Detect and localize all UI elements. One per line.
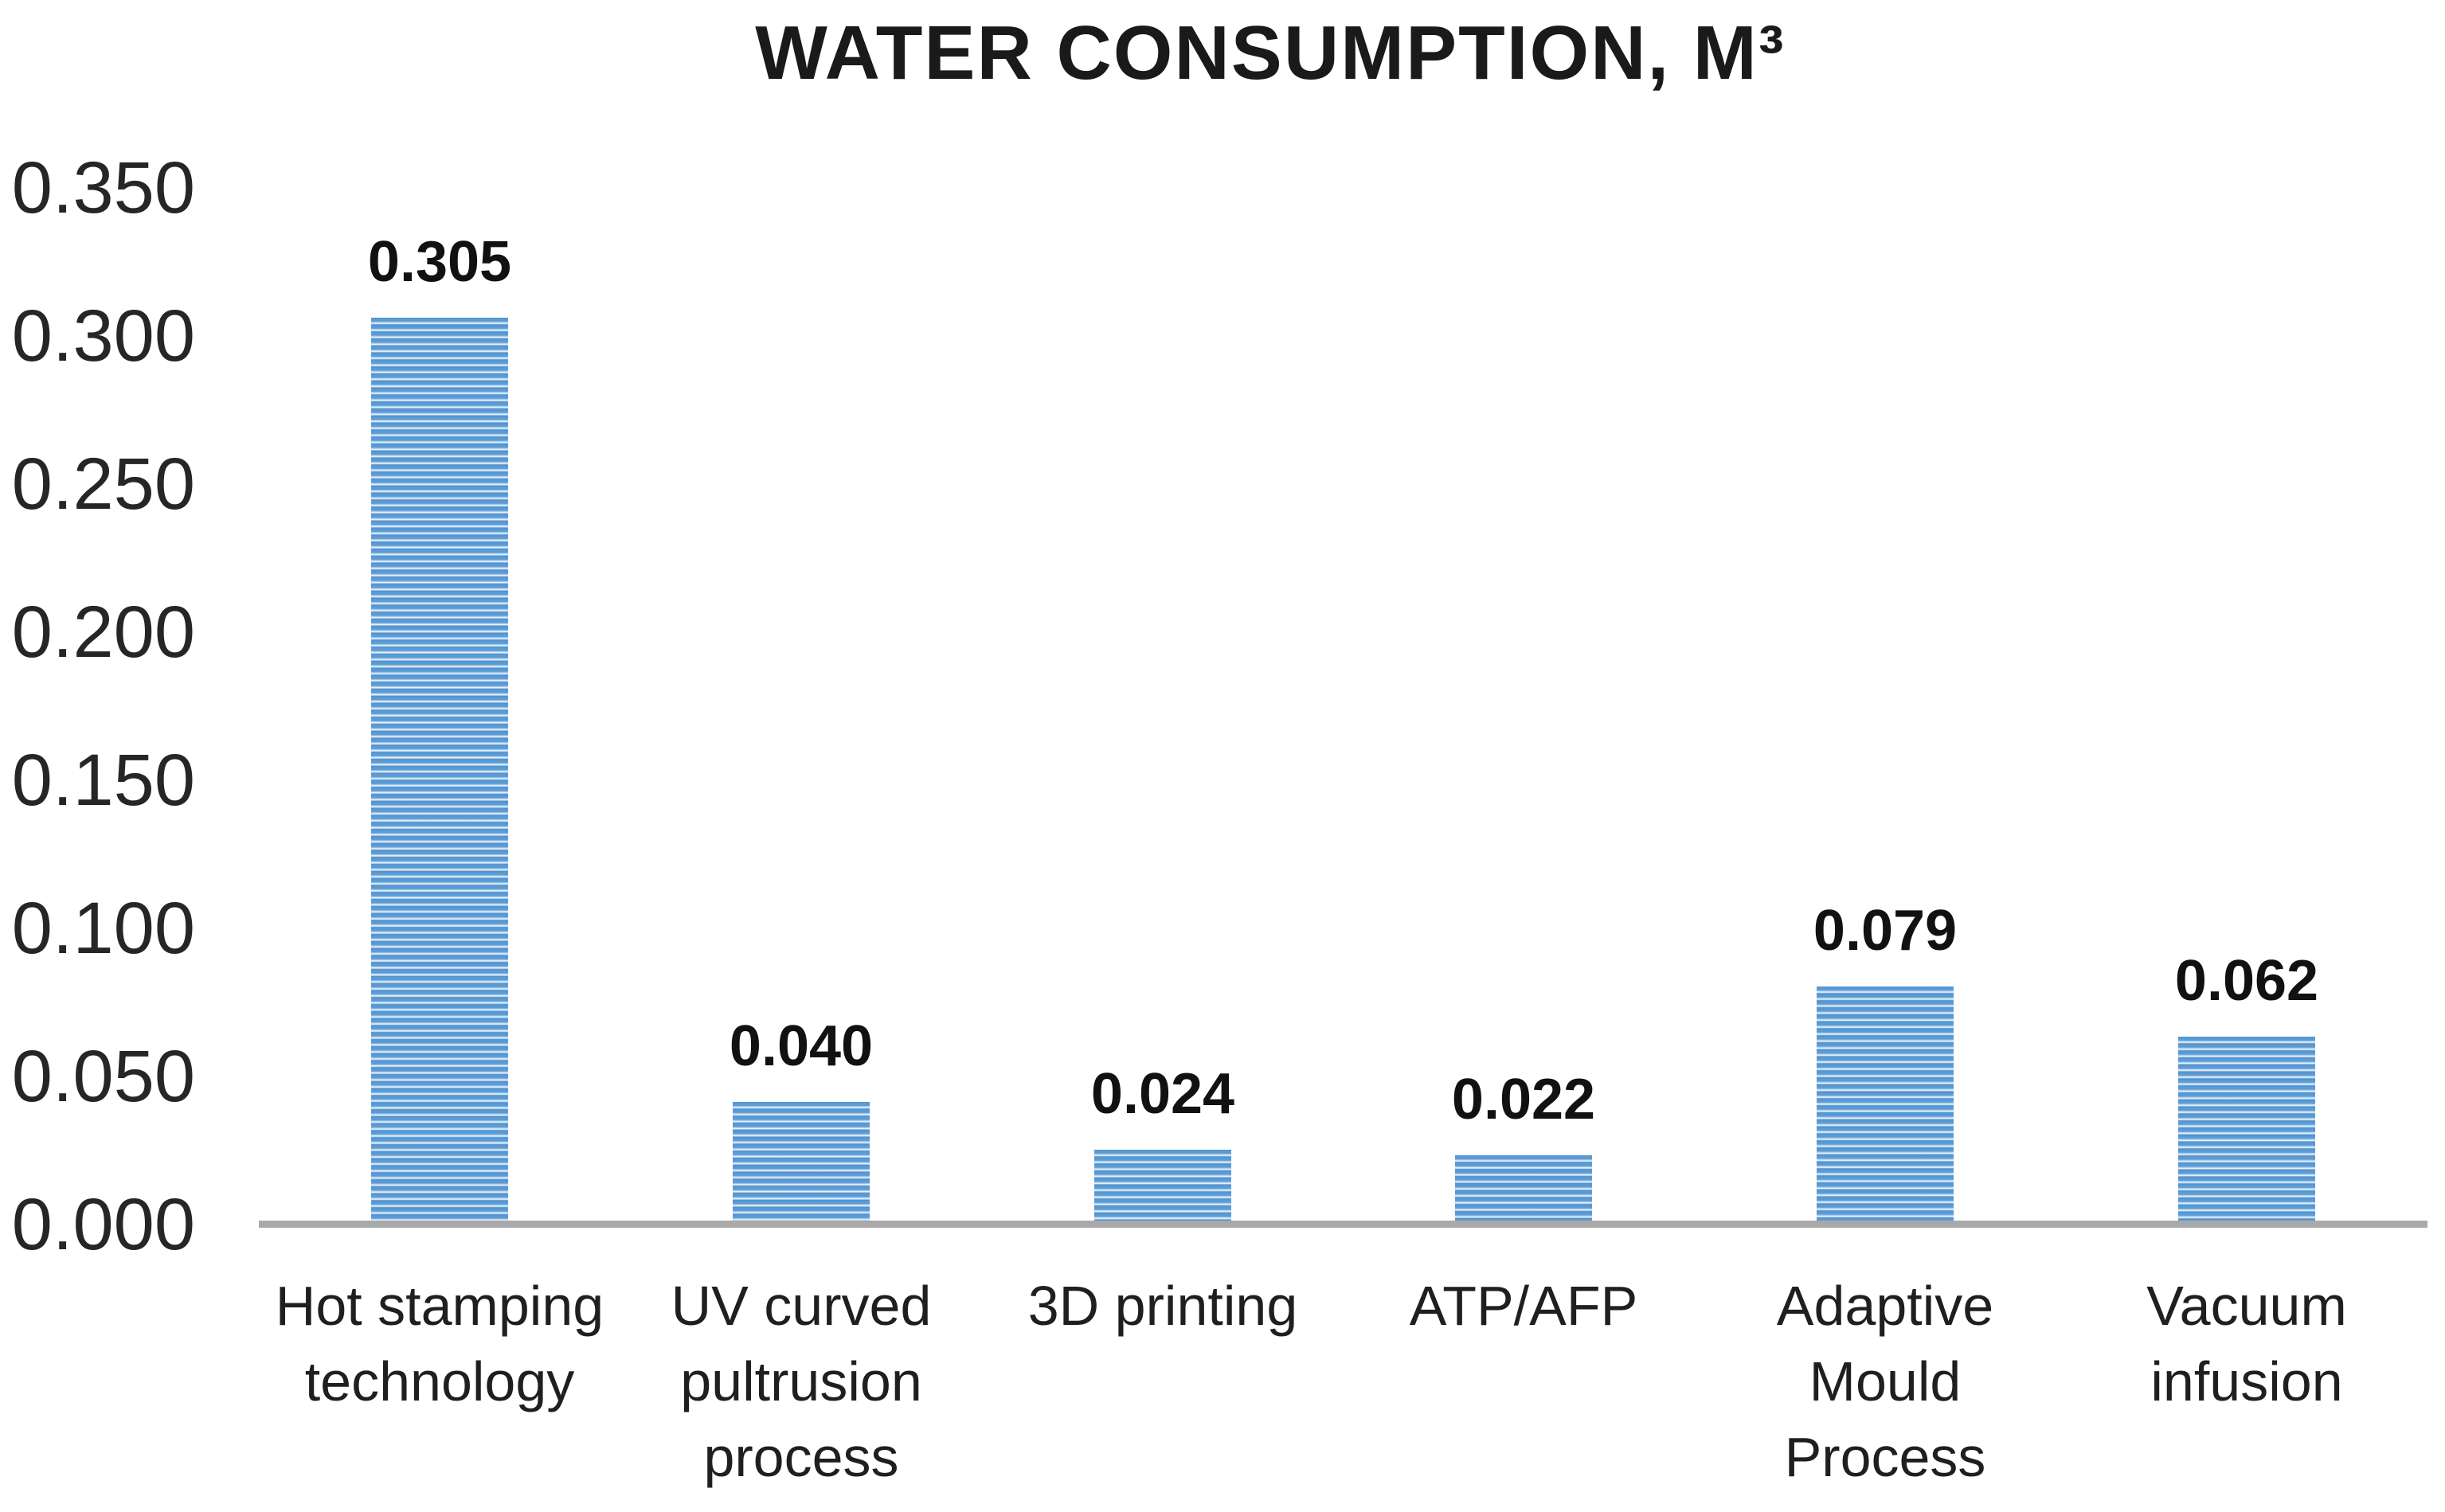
bar xyxy=(1094,1150,1231,1221)
y-tick-label: 0.000 xyxy=(11,1184,195,1265)
bar-value-label: 0.305 xyxy=(367,230,512,294)
bar xyxy=(1817,987,1954,1221)
x-category-label: 3D printing xyxy=(1027,1275,1298,1337)
x-category-label: Adaptive Mould Process xyxy=(1776,1275,1994,1488)
bar xyxy=(1455,1155,1592,1221)
bar xyxy=(371,318,508,1221)
bar-value-label: 0.062 xyxy=(2174,949,2319,1013)
y-tick-label: 0.250 xyxy=(11,443,195,525)
chart-title: WATER CONSUMPTION, M³ xyxy=(755,10,1786,96)
x-category-label: Hot stamping technology xyxy=(275,1275,604,1412)
bar xyxy=(733,1102,870,1221)
y-tick-label: 0.100 xyxy=(11,888,195,969)
x-category-label: ATP/AFP xyxy=(1409,1275,1638,1337)
bar-value-label: 0.024 xyxy=(1090,1062,1235,1126)
bar-value-label: 0.022 xyxy=(1451,1068,1596,1131)
y-tick-label: 0.350 xyxy=(11,147,195,229)
y-tick-label: 0.200 xyxy=(11,592,195,673)
y-tick-label: 0.300 xyxy=(11,295,195,377)
bar xyxy=(2178,1037,2315,1221)
y-tick-label: 0.150 xyxy=(11,740,195,821)
x-category-label: UV curved pultrusion process xyxy=(671,1275,932,1488)
bar-value-label: 0.040 xyxy=(729,1014,874,1078)
bar-value-label: 0.079 xyxy=(1813,899,1958,963)
y-tick-label: 0.050 xyxy=(11,1036,195,1117)
x-axis-line xyxy=(259,1221,2427,1228)
x-category-label: Vacuum infusion xyxy=(2146,1275,2347,1412)
